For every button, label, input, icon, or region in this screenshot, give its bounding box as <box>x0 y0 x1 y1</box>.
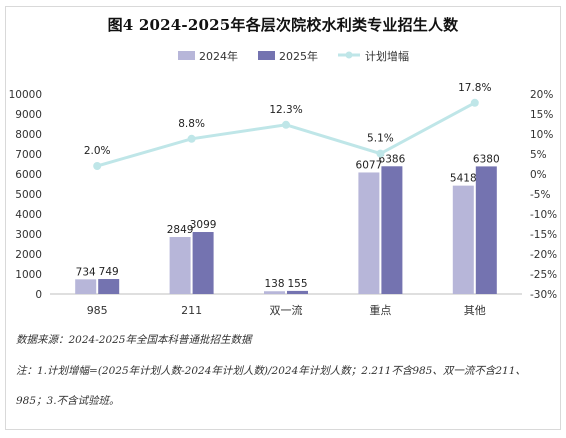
chart-title: 图4 2024-2025年各层次院校水利类专业招生人数 <box>107 16 459 34</box>
bar-value-label: 6077 <box>356 159 383 171</box>
y-right-tick-label: -30% <box>530 289 557 301</box>
legend-label: 计划增幅 <box>365 49 409 63</box>
legend-line-marker <box>345 51 353 59</box>
y-right-tick-label: -5% <box>530 189 550 201</box>
legend-swatch <box>178 51 195 60</box>
bar-2024 <box>75 279 97 294</box>
footnote-line-1: 注：1.计划增幅=(2025年计划人数-2024年计划人数)/2024年计划人数… <box>16 365 526 377</box>
legend-swatch <box>258 51 275 60</box>
y-right-tick-label: 0% <box>530 169 547 181</box>
growth-point <box>376 149 385 158</box>
growth-label: 8.8% <box>178 118 205 130</box>
growth-label: 2.0% <box>84 145 111 157</box>
x-category-label: 211 <box>181 304 202 317</box>
bar-2025 <box>98 279 120 294</box>
growth-point <box>187 134 196 143</box>
bar-value-label: 2849 <box>167 224 194 236</box>
bar-2025 <box>287 290 308 294</box>
growth-label: 12.3% <box>269 104 302 116</box>
data-source-note: 数据来源：2024-2025年全国本科普通批招生数据 <box>16 334 252 346</box>
y-right-tick-label: 20% <box>530 89 553 101</box>
y-left-tick-label: 5000 <box>15 189 42 201</box>
y-right-tick-label: 5% <box>530 149 547 161</box>
y-right-tick-label: -20% <box>530 249 557 261</box>
growth-label: 17.8% <box>458 82 491 94</box>
bar-2024 <box>452 185 474 294</box>
footnote-line-2: 985；3.不含试验班。 <box>16 395 120 407</box>
bar-2024 <box>169 237 191 294</box>
growth-label: 5.1% <box>367 133 394 145</box>
y-left-tick-label: 4000 <box>15 209 42 221</box>
y-left-tick-label: 3000 <box>15 229 42 241</box>
y-right-tick-label: 10% <box>530 129 553 141</box>
y-left-tick-label: 0 <box>35 289 42 301</box>
bar-value-label: 734 <box>76 266 96 278</box>
bar-2024 <box>358 172 380 294</box>
x-category-label: 重点 <box>369 303 391 317</box>
legend-label: 2025年 <box>279 49 318 63</box>
bar-2025 <box>475 166 497 294</box>
growth-point <box>93 162 102 170</box>
legend-label: 2024年 <box>199 49 238 63</box>
bar-value-label: 155 <box>287 278 307 290</box>
y-right-tick-label: 15% <box>530 109 553 121</box>
y-left-tick-label: 9000 <box>15 109 42 121</box>
bar-value-label: 138 <box>264 278 284 290</box>
growth-point <box>470 98 479 107</box>
bar-2025 <box>381 166 403 294</box>
bar-value-label: 749 <box>99 266 119 278</box>
bar-value-label: 6386 <box>379 153 406 165</box>
y-left-tick-label: 6000 <box>15 169 42 181</box>
bar-value-label: 6380 <box>473 153 500 165</box>
y-right-tick-label: -25% <box>530 269 557 281</box>
x-category-label: 其他 <box>464 304 486 317</box>
bar-2024 <box>264 291 285 294</box>
x-category-label: 985 <box>87 304 108 317</box>
y-right-tick-label: -15% <box>530 229 557 241</box>
y-left-tick-label: 10000 <box>9 89 42 101</box>
bar-value-label: 3099 <box>190 219 217 231</box>
y-left-tick-label: 8000 <box>15 129 42 141</box>
y-left-tick-label: 7000 <box>15 149 42 161</box>
y-left-tick-label: 2000 <box>15 249 42 261</box>
x-category-label: 双一流 <box>270 303 303 317</box>
bar-value-label: 5418 <box>450 173 477 185</box>
y-right-tick-label: -10% <box>530 209 557 221</box>
bar-2025 <box>192 232 214 294</box>
y-left-tick-label: 1000 <box>15 269 42 281</box>
growth-point <box>282 120 290 129</box>
